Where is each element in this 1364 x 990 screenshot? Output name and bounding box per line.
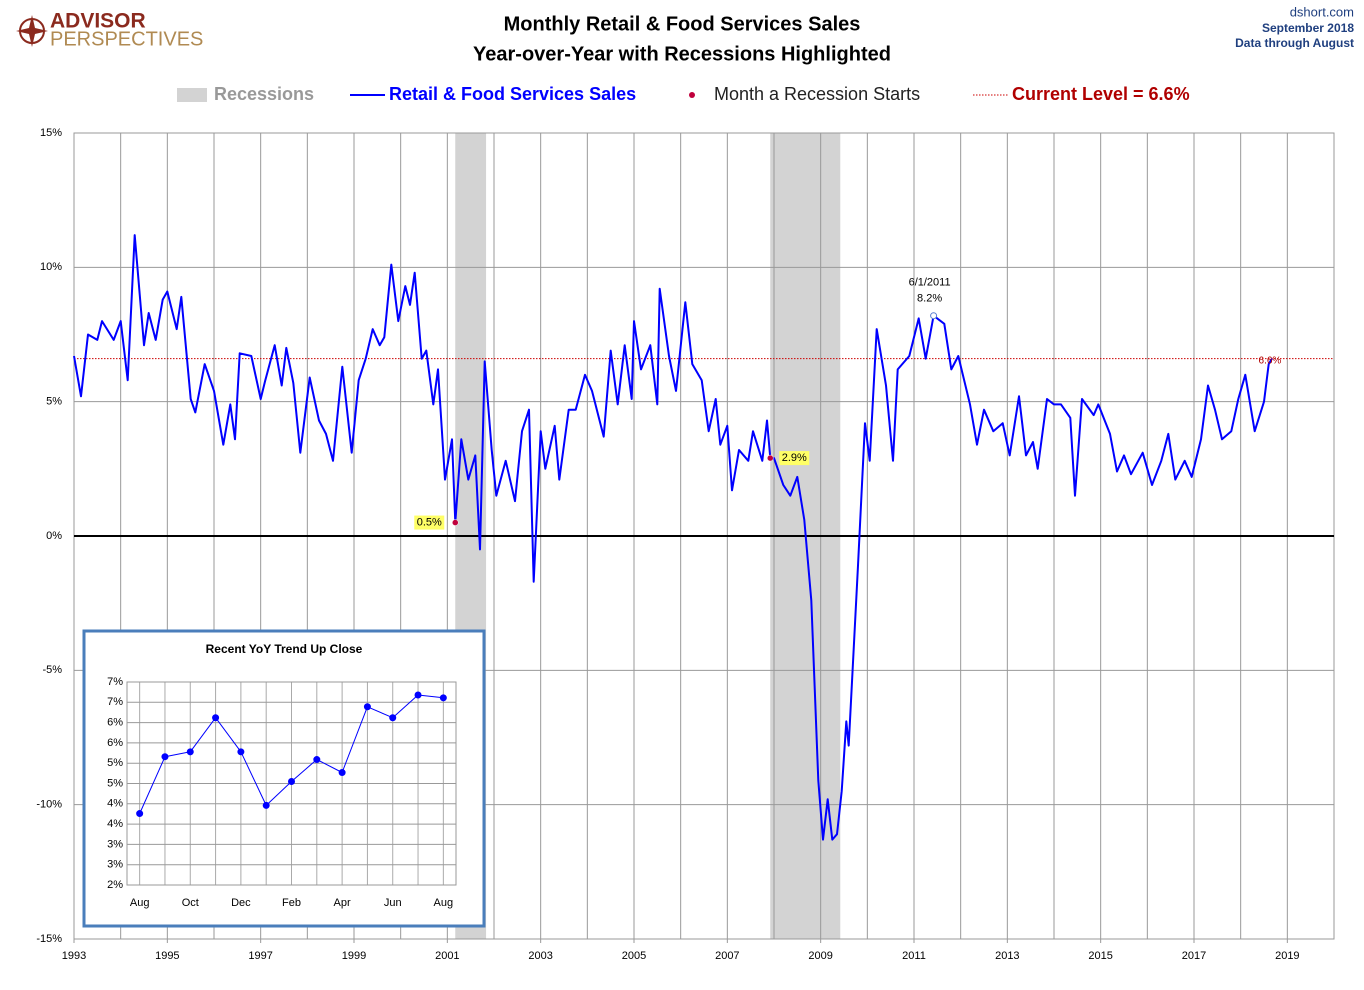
data-point [414, 691, 422, 699]
y-tick-label: 4% [107, 798, 123, 810]
data-point [363, 703, 371, 711]
x-tick-label: Apr [334, 897, 351, 909]
x-tick-label: 2019 [1275, 950, 1299, 962]
y-tick-label: 5% [46, 396, 62, 408]
y-tick-label: 2% [107, 879, 123, 891]
y-tick-label: 7% [107, 696, 123, 708]
y-tick-label: 15% [40, 127, 62, 139]
data-point [338, 769, 346, 777]
data-point [186, 748, 194, 756]
y-tick-label: 6% [107, 737, 123, 749]
x-tick-label: 2017 [1182, 950, 1206, 962]
series-line [73, 234, 1273, 841]
legend-label: Recessions [214, 84, 314, 104]
y-tick-label: 6% [107, 717, 123, 729]
y-tick-label: -10% [36, 799, 62, 811]
data-point [389, 714, 397, 722]
data-point [161, 753, 169, 761]
date: September 2018 [1262, 21, 1354, 35]
x-tick-label: 2005 [622, 950, 646, 962]
legend-swatch [177, 88, 207, 102]
x-tick-label: 2015 [1088, 950, 1112, 962]
logo-top: ADVISOR [50, 10, 146, 33]
data-point [288, 777, 295, 785]
x-tick-label: 2001 [435, 950, 459, 962]
x-tick-label: 1997 [248, 950, 272, 962]
data-label: 2.9% [782, 452, 807, 464]
main-chart: 1993 1995 1997 1999 2001 2003 2005 2007 2009 2011… [36, 127, 1335, 962]
x-tick-label: Aug [130, 897, 150, 909]
data-label-bg [414, 515, 445, 530]
x-tick-label: 1993 [62, 950, 86, 962]
legend-label: Current Level = 6.6% [1012, 84, 1190, 104]
logo-bottom: PERSPECTIVES [50, 28, 203, 50]
data-point [212, 714, 220, 722]
recession-start [452, 519, 459, 526]
chart-title: Monthly Retail & Food Services Sales [504, 13, 861, 35]
legend: Recessions Retail & Food Services Sales Mo… [177, 84, 1190, 104]
y-tick-label: -15% [36, 933, 62, 945]
y-tick-label: 5% [107, 777, 123, 789]
x-tick-label: 2009 [808, 950, 832, 962]
y-tick-label: 0% [46, 530, 62, 542]
legend-label: Retail & Food Services Sales [389, 84, 636, 104]
data-point [136, 810, 144, 818]
data-point [237, 748, 245, 756]
x-tick-label: Oct [182, 897, 199, 909]
annotation-label: 8.2% [917, 293, 942, 305]
x-tick-label: 2011 [902, 950, 926, 962]
inset-chart: Recent YoY Trend Up Close Aug Oct Dec Feb Apr… [82, 629, 486, 928]
y-tick-label: 5% [107, 757, 123, 769]
legend-swatch [689, 92, 695, 98]
logo: ADVISOR PERSPECTIVES [16, 10, 203, 50]
x-tick-label: 2003 [528, 950, 552, 962]
y-tick-label: 10% [40, 261, 62, 273]
legend-label: Month a Recession Starts [714, 84, 920, 104]
y-tick-label: 3% [107, 838, 123, 850]
data-point [262, 801, 270, 809]
recession-start [767, 454, 774, 462]
data-point [439, 694, 447, 702]
x-tick-label: 1999 [342, 950, 366, 962]
note: Data through August [1235, 36, 1354, 50]
y-tick-label: 4% [107, 818, 123, 830]
inset-title: Recent YoY Trend Up Close [206, 642, 363, 656]
y-tick-label: 3% [107, 859, 123, 871]
x-tick-label: 2007 [715, 950, 739, 962]
x-tick-label: 2013 [995, 950, 1019, 962]
x-tick-label: 1995 [155, 950, 179, 962]
y-tick-label: 7% [107, 676, 123, 688]
data-label-bg [779, 451, 810, 466]
logo-star [16, 15, 48, 47]
site: dshort.com [1290, 4, 1354, 19]
current-level-label: 6.6% [1259, 355, 1282, 366]
annotation-label: 6/1/2011 [909, 277, 951, 289]
x-tick-label: Feb [282, 897, 301, 909]
data-point [313, 756, 321, 764]
x-tick-label: Dec [231, 897, 251, 909]
x-tick-label: Jun [384, 897, 402, 909]
annotation-point [930, 312, 938, 320]
x-tick-label: Aug [434, 897, 454, 909]
data-label: 0.5% [417, 516, 442, 528]
chart-subtitle: Year-over-Year with Recessions Highlight… [473, 43, 891, 65]
y-tick-label: -5% [42, 664, 62, 676]
